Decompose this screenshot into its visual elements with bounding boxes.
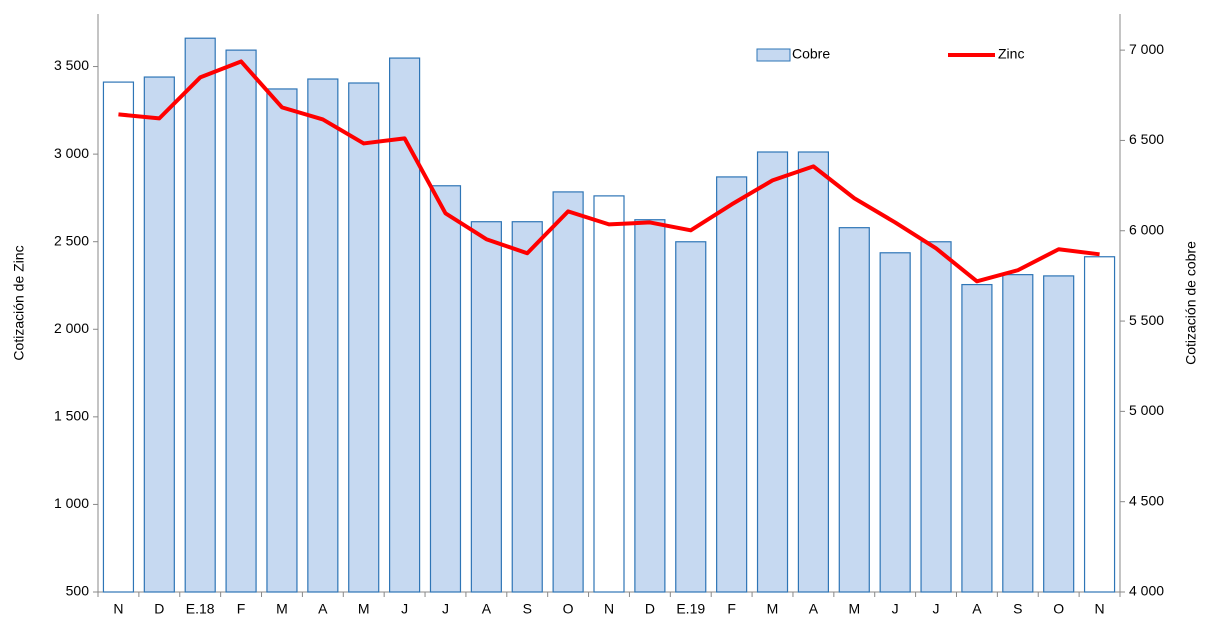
- x-tick-label: D: [645, 601, 655, 617]
- x-tick-label: A: [809, 601, 819, 617]
- x-tick-label: J: [933, 601, 940, 617]
- y2-tick-label: 4 000: [1129, 583, 1164, 599]
- x-tick-label: S: [523, 601, 532, 617]
- x-tick-label: O: [563, 601, 574, 617]
- legend-label: Zinc: [998, 46, 1024, 62]
- bar: [225, 49, 257, 593]
- y-tick-label: 2 000: [54, 320, 89, 336]
- bar: [389, 57, 421, 593]
- y2-tick-label: 6 500: [1129, 131, 1164, 147]
- bar: [1002, 274, 1034, 593]
- x-tick-label: E.18: [186, 601, 215, 617]
- bar: [961, 283, 993, 593]
- x-tick-label: J: [892, 601, 899, 617]
- bar: [879, 252, 911, 593]
- bar: [716, 176, 748, 593]
- x-tick-label: N: [113, 601, 123, 617]
- y2-tick-label: 6 000: [1129, 221, 1164, 237]
- x-tick-label: J: [401, 601, 408, 617]
- x-tick-label: F: [237, 601, 246, 617]
- y-tick-label: 500: [66, 583, 90, 599]
- x-tick-label: M: [276, 601, 288, 617]
- bar: [184, 37, 216, 593]
- bar: [838, 227, 870, 593]
- x-tick-label: S: [1013, 601, 1022, 617]
- bar: [756, 151, 789, 593]
- x-tick-label: J: [442, 601, 449, 617]
- x-tick-label: N: [604, 601, 614, 617]
- x-tick-label: A: [318, 601, 328, 617]
- x-tick-label: M: [358, 601, 370, 617]
- bar: [1043, 275, 1075, 593]
- y-tick-label: 1 500: [54, 408, 89, 424]
- x-tick-label: M: [767, 601, 779, 617]
- bar: [797, 151, 830, 593]
- x-tick-label: F: [727, 601, 736, 617]
- line: [118, 59, 1100, 284]
- legend-swatch: [756, 48, 791, 62]
- y2-tick-label: 5 500: [1129, 312, 1164, 328]
- bar: [1083, 256, 1116, 593]
- bar: [143, 76, 175, 593]
- bar: [675, 241, 707, 593]
- x-tick-label: A: [972, 601, 982, 617]
- x-tick-label: N: [1094, 601, 1104, 617]
- x-tick-label: D: [154, 601, 164, 617]
- bar: [511, 221, 543, 593]
- bar: [429, 185, 462, 593]
- legend-label: Cobre: [792, 46, 830, 62]
- y-tick-label: 3 000: [54, 145, 89, 161]
- y-tick-label: 1 000: [54, 495, 89, 511]
- y2-tick-label: 5 000: [1129, 402, 1164, 418]
- x-tick-label: M: [848, 601, 860, 617]
- bar: [634, 219, 666, 593]
- x-tick-label: A: [482, 601, 492, 617]
- bar: [348, 82, 380, 593]
- bar: [593, 195, 625, 593]
- x-tick-label: O: [1053, 601, 1064, 617]
- bar: [102, 81, 135, 593]
- y2-axis-label: Cotización de cobre: [1183, 241, 1199, 365]
- y2-tick-label: 4 500: [1129, 492, 1164, 508]
- bar: [920, 241, 952, 593]
- bar: [552, 191, 584, 593]
- bar: [470, 221, 502, 593]
- y-tick-label: 2 500: [54, 232, 89, 248]
- y2-tick-label: 7 000: [1129, 41, 1164, 57]
- y-axis-label: Cotización de Zinc: [11, 245, 27, 360]
- bar: [307, 78, 339, 593]
- y-tick-label: 3 500: [54, 57, 89, 73]
- x-tick-label: E.19: [676, 601, 705, 617]
- bar: [266, 88, 298, 593]
